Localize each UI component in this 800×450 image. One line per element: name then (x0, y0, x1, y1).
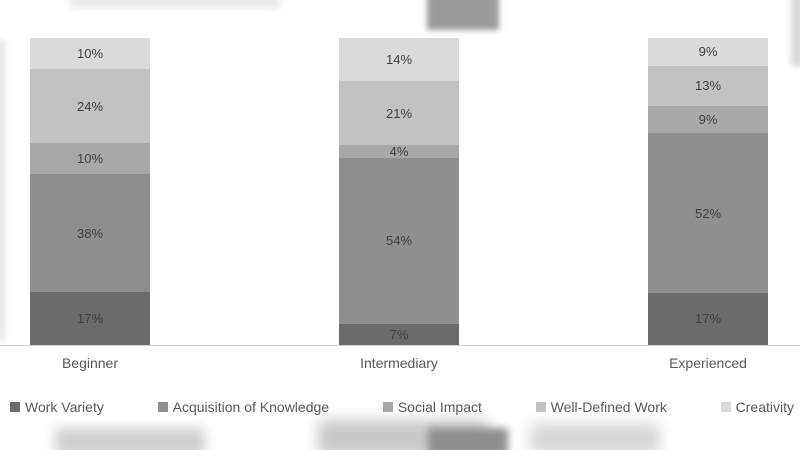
data-label: 14% (385, 52, 413, 68)
data-label: 17% (76, 311, 104, 327)
segment-social-impact-experienced: 9% (648, 105, 768, 134)
legend-item-creativity: Creativity (720, 399, 794, 415)
background-artifact (318, 420, 488, 450)
background-artifact (428, 428, 508, 450)
segment-acquisition-of-knowledge-intermediary: 54% (339, 157, 459, 324)
data-label: 4% (389, 144, 409, 160)
background-artifact (55, 428, 205, 450)
segment-well-defined-work-beginner: 24% (30, 69, 150, 144)
data-label: 10% (76, 46, 104, 62)
segment-well-defined-work-intermediary: 21% (339, 81, 459, 146)
stacked-bar-experienced: 17% 52% 9% 13% 9% (648, 38, 768, 345)
plot-area: 17% 38% 10% 24% 10% 7% 54% 4% 21% 14% 17% 52% 9% 13% 9… (0, 38, 800, 345)
data-label: 54% (385, 233, 413, 249)
segment-acquisition-of-knowledge-experienced: 52% (648, 133, 768, 293)
legend-label: Work Variety (25, 399, 104, 415)
data-label: 17% (694, 311, 722, 327)
legend-swatch-icon (382, 402, 393, 412)
data-label: 38% (76, 225, 104, 241)
segment-work-variety-beginner: 17% (30, 292, 150, 345)
legend-label: Acquisition of Knowledge (172, 399, 330, 415)
legend-swatch-icon (535, 402, 546, 412)
stacked-bar-beginner: 17% 38% 10% 24% 10% (30, 38, 150, 345)
legend-item-social-impact: Social Impact (382, 399, 482, 415)
data-label: 21% (385, 105, 413, 121)
data-label: 10% (76, 151, 104, 167)
segment-acquisition-of-knowledge-beginner: 38% (30, 174, 150, 293)
x-axis-line (0, 345, 800, 346)
data-label: 7% (389, 326, 409, 342)
legend-swatch-icon (720, 402, 731, 412)
legend-item-well-defined-work: Well-Defined Work (535, 399, 667, 415)
category-label-intermediary: Intermediary (360, 355, 438, 371)
background-artifact (70, 0, 280, 8)
segment-work-variety-experienced: 17% (648, 292, 768, 345)
data-label: 9% (698, 44, 718, 60)
stacked-bar-intermediary: 7% 54% 4% 21% 14% (339, 38, 459, 345)
category-label-experienced: Experienced (669, 355, 747, 371)
category-axis-labels: Beginner Intermediary Experienced (0, 355, 800, 371)
legend-item-work-variety: Work Variety (10, 399, 104, 415)
legend-swatch-icon (157, 402, 168, 412)
data-label: 9% (698, 111, 718, 127)
segment-social-impact-intermediary: 4% (339, 144, 459, 160)
data-label: 13% (694, 78, 722, 94)
segment-social-impact-beginner: 10% (30, 143, 150, 175)
chart-legend: Work Variety Acquisition of Knowledge Soci… (0, 399, 800, 415)
legend-label: Creativity (735, 399, 794, 415)
segment-well-defined-work-experienced: 13% (648, 65, 768, 106)
segment-creativity-intermediary: 14% (339, 38, 459, 82)
category-label-beginner: Beginner (61, 355, 119, 371)
legend-label: Social Impact (397, 399, 482, 415)
legend-label: Well-Defined Work (550, 399, 667, 415)
data-label: 52% (694, 205, 722, 221)
background-artifact (530, 424, 660, 450)
data-label: 24% (76, 98, 104, 114)
segment-work-variety-intermediary: 7% (339, 323, 459, 345)
segment-creativity-experienced: 9% (648, 38, 768, 66)
legend-item-acquisition-of-knowledge: Acquisition of Knowledge (157, 399, 330, 415)
segment-creativity-beginner: 10% (30, 38, 150, 70)
legend-swatch-icon (10, 402, 20, 412)
background-artifact (427, 0, 499, 30)
